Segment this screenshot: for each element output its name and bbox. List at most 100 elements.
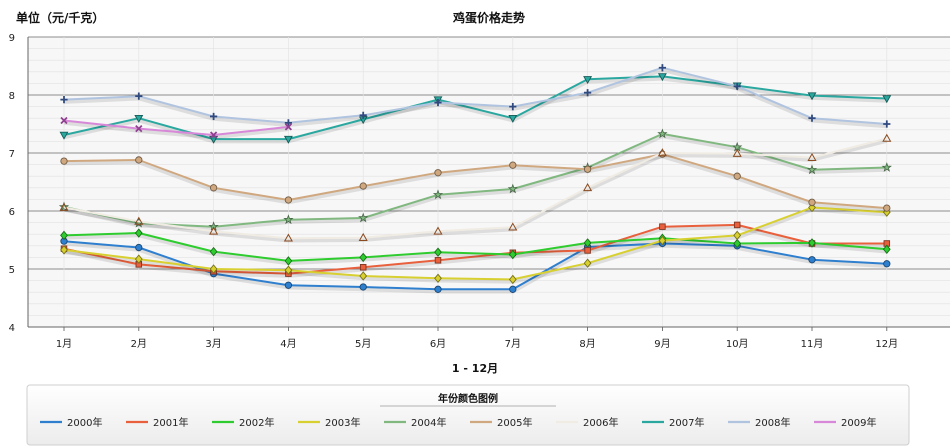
data-point [434, 285, 442, 293]
axes: 4 5 6 7 8 9 1月 2月 3月 4月 5月 6月 7月 8月 9月 10月 11月 12月 [9, 33, 950, 350]
legend-label: 2005年 [497, 416, 532, 429]
data-point [60, 245, 68, 255]
data-point [59, 202, 69, 211]
series-line-shadow [63, 154, 887, 213]
data-point [732, 148, 742, 157]
data-point [209, 226, 219, 235]
data-point [434, 257, 442, 264]
data-point [882, 244, 891, 254]
series-line [63, 132, 887, 228]
series-layer [58, 64, 892, 294]
legend-item: 2001年 [126, 416, 188, 429]
data-point [283, 214, 294, 225]
y-tick-label: 9 [9, 33, 15, 44]
data-point [883, 120, 891, 128]
series-2008年 [60, 64, 891, 129]
data-point [209, 184, 218, 192]
series-line [63, 153, 887, 210]
y-tick-label: 7 [9, 149, 15, 160]
x-tick-label: 4月 [280, 338, 296, 350]
data-point [358, 212, 369, 223]
data-point [509, 161, 517, 169]
y-tick-label: 4 [9, 323, 15, 334]
legend-item: 2004年 [384, 416, 446, 429]
legend-item: 2002年 [212, 416, 274, 429]
data-point [883, 204, 891, 212]
legend-label: 2004年 [411, 416, 446, 429]
data-point [584, 247, 591, 254]
data-point [358, 232, 368, 241]
data-point [509, 285, 517, 293]
series-line-shadow [63, 139, 888, 243]
data-point [134, 228, 143, 238]
y-tick-label: 5 [9, 265, 15, 276]
legend-label: 2009年 [841, 416, 876, 429]
series-line [63, 206, 887, 281]
data-point [284, 123, 293, 131]
series-line [63, 119, 289, 136]
data-point [359, 252, 368, 263]
data-point [808, 114, 816, 122]
legend-item: 2009年 [814, 416, 876, 429]
series-line-shadow [63, 233, 887, 266]
series-line [63, 137, 888, 240]
data-point [583, 238, 592, 248]
data-point [733, 221, 741, 229]
x-tick-label: 8月 [579, 338, 595, 350]
x-tick-label: 9月 [654, 338, 670, 350]
data-point [508, 249, 517, 260]
chart-title: 鸡蛋价格走势 [452, 10, 525, 25]
series-2007年 [59, 73, 892, 144]
data-point [508, 114, 518, 123]
data-point [583, 258, 592, 268]
data-point [60, 116, 68, 125]
data-point [434, 169, 442, 177]
x-tick-label: 6月 [430, 338, 446, 350]
data-point [135, 243, 143, 252]
x-tick-label: 1月 [56, 338, 72, 350]
data-point [508, 222, 518, 231]
data-point [433, 226, 443, 235]
data-point [807, 152, 817, 161]
data-point [134, 114, 144, 123]
legend-label: 2003年 [325, 416, 360, 429]
series-line [63, 223, 887, 275]
data-point [283, 233, 293, 242]
x-tick-label: 2月 [131, 338, 147, 350]
data-point [432, 189, 444, 200]
data-point [658, 235, 667, 246]
data-point [434, 247, 442, 257]
x-tick-label: 11月 [801, 338, 824, 350]
data-point [209, 246, 218, 257]
series-2006年 [59, 133, 892, 243]
y-tick-label: 6 [9, 207, 15, 218]
series-2005年 [60, 150, 891, 213]
data-point [359, 182, 367, 190]
data-point [808, 198, 816, 206]
series-line [63, 75, 887, 141]
series-2003年 [60, 202, 891, 285]
data-point [60, 96, 68, 104]
data-point [209, 131, 218, 139]
data-point [882, 95, 892, 104]
legend-label: 2006年 [583, 416, 618, 429]
series-line-shadow [63, 121, 289, 140]
unit-label: 单位（元/千克） [16, 10, 104, 25]
x-tick-label: 12月 [875, 338, 898, 350]
data-point [359, 283, 367, 291]
data-point [508, 274, 517, 285]
data-point [583, 165, 592, 173]
data-point [808, 202, 816, 213]
legend-item: 2003年 [298, 416, 360, 429]
data-point [658, 64, 666, 72]
series-line-shadow [63, 241, 887, 294]
data-point [434, 98, 442, 107]
data-point [507, 183, 518, 194]
data-point [883, 260, 891, 268]
data-point [135, 92, 143, 100]
data-point [60, 157, 68, 165]
legend-item: 2007年 [642, 416, 704, 429]
data-point [135, 156, 143, 164]
data-point [657, 73, 667, 82]
series-2002年 [60, 228, 891, 266]
